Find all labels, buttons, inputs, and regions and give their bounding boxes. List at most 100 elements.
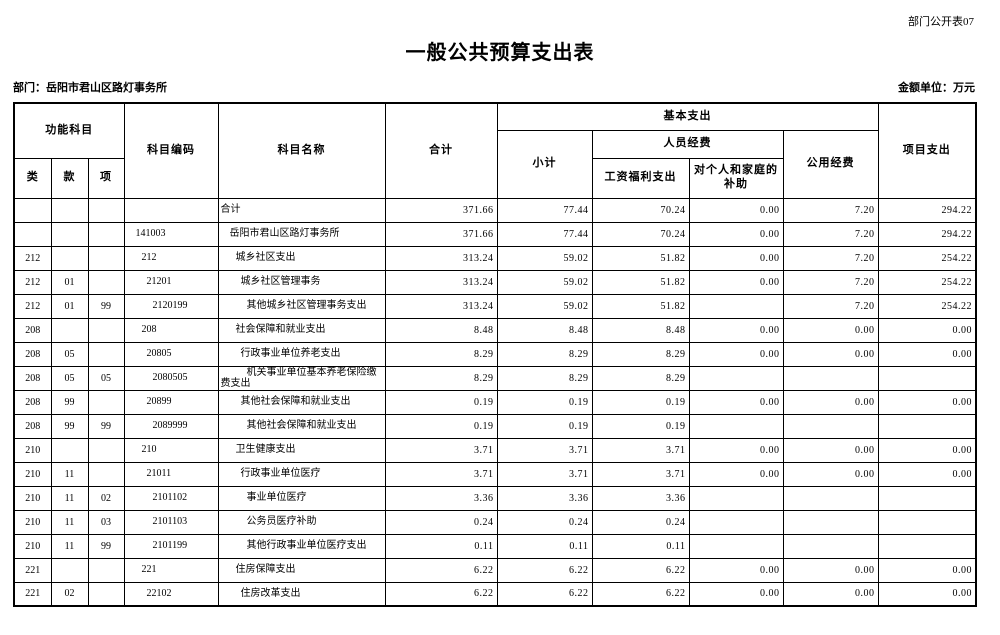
cell-subtotal: 8.29 xyxy=(496,341,593,367)
cell-individual-family-subsidy: 0.00 xyxy=(688,581,784,607)
cell-project-expenditure: 254.22 xyxy=(877,269,977,295)
cell-project-expenditure: 254.22 xyxy=(877,293,977,319)
cell-total: 3.71 xyxy=(384,437,498,463)
cell-salary-welfare: 0.11 xyxy=(591,533,690,559)
cell-salary-welfare: 70.24 xyxy=(591,197,690,223)
cell-total: 8.29 xyxy=(384,365,498,391)
cell-subtotal: 77.44 xyxy=(496,221,593,247)
cell-kuan: 01 xyxy=(50,293,89,319)
cell-individual-family-subsidy: 0.00 xyxy=(688,557,784,583)
cell-total: 371.66 xyxy=(384,221,498,247)
cell-subject-name: 公务员医疗补助 xyxy=(217,509,386,535)
cell-kuan: 99 xyxy=(50,389,89,415)
table-row: 210 210 卫生健康支出 3.71 3.71 3.71 0.00 0.00 … xyxy=(13,437,977,463)
cell-individual-family-subsidy xyxy=(688,533,784,559)
cell-individual-family-subsidy xyxy=(688,485,784,511)
cell-lei: 208 xyxy=(13,413,52,439)
cell-project-expenditure: 0.00 xyxy=(877,581,977,607)
doc-ref: 部门公开表07 xyxy=(908,16,974,28)
cell-public-funds: 0.00 xyxy=(782,581,879,607)
cell-xiang xyxy=(87,269,125,295)
cell-kuan xyxy=(50,437,89,463)
cell-public-funds xyxy=(782,485,879,511)
cell-subtotal: 3.71 xyxy=(496,437,593,463)
cell-individual-family-subsidy: 0.00 xyxy=(688,221,784,247)
cell-individual-family-subsidy xyxy=(688,365,784,391)
cell-subject-name: 其他社会保障和就业支出 xyxy=(217,389,386,415)
cell-lei: 212 xyxy=(13,269,52,295)
cell-subject-code: 2101103 xyxy=(123,509,219,535)
cell-individual-family-subsidy: 0.00 xyxy=(688,245,784,271)
cell-xiang xyxy=(87,341,125,367)
cell-subtotal: 59.02 xyxy=(496,269,593,295)
cell-total: 313.24 xyxy=(384,245,498,271)
cell-kuan: 11 xyxy=(50,461,89,487)
cell-subject-name: 住房保障支出 xyxy=(217,557,386,583)
cell-total: 6.22 xyxy=(384,557,498,583)
cell-public-funds xyxy=(782,533,879,559)
cell-project-expenditure: 0.00 xyxy=(877,461,977,487)
table-row: 221 02 22102 住房改革支出 6.22 6.22 6.22 0.00 … xyxy=(13,581,977,607)
cell-salary-welfare: 51.82 xyxy=(591,293,690,319)
cell-individual-family-subsidy: 0.00 xyxy=(688,389,784,415)
cell-total: 371.66 xyxy=(384,197,498,223)
cell-salary-welfare: 6.22 xyxy=(591,557,690,583)
cell-subtotal: 59.02 xyxy=(496,293,593,319)
cell-xiang xyxy=(87,317,125,343)
cell-lei: 210 xyxy=(13,533,52,559)
cell-xiang: 99 xyxy=(87,533,125,559)
cell-lei xyxy=(13,221,52,247)
cell-total: 0.11 xyxy=(384,533,498,559)
cell-subject-name: 城乡社区支出 xyxy=(217,245,386,271)
cell-subject-code: 212 xyxy=(123,245,219,271)
cell-lei: 210 xyxy=(13,437,52,463)
cell-subject-code: 20805 xyxy=(123,341,219,367)
cell-subject-code: 2101102 xyxy=(123,485,219,511)
cell-subject-code: 2080505 xyxy=(123,365,219,391)
cell-public-funds xyxy=(782,413,879,439)
cell-subtotal: 77.44 xyxy=(496,197,593,223)
meta-row: 部门：岳阳市君山区路灯事务所 金额单位：万元 xyxy=(13,79,975,95)
cell-lei: 221 xyxy=(13,557,52,583)
table-row: 212 212 城乡社区支出 313.24 59.02 51.82 0.00 7… xyxy=(13,245,977,271)
cell-public-funds: 0.00 xyxy=(782,461,879,487)
cell-subtotal: 8.29 xyxy=(496,365,593,391)
cell-individual-family-subsidy: 0.00 xyxy=(688,341,784,367)
cell-subject-code: 2101199 xyxy=(123,533,219,559)
unit-label: 金额单位：万元 xyxy=(898,82,975,94)
table-row: 212 01 99 2120199 其他城乡社区管理事务支出 313.24 59… xyxy=(13,293,977,319)
cell-subtotal: 0.19 xyxy=(496,413,593,439)
cell-lei: 221 xyxy=(13,581,52,607)
page-title: 一般公共预算支出表 xyxy=(405,42,595,64)
cell-kuan: 01 xyxy=(50,269,89,295)
cell-public-funds: 7.20 xyxy=(782,197,879,223)
cell-subject-name: 城乡社区管理事务 xyxy=(217,269,386,295)
cell-subject-name: 合计 xyxy=(217,197,386,223)
cell-subject-code xyxy=(123,197,219,223)
cell-lei xyxy=(13,197,52,223)
cell-kuan: 99 xyxy=(50,413,89,439)
cell-xiang: 03 xyxy=(87,509,125,535)
cell-total: 3.36 xyxy=(384,485,498,511)
header-kuan: 款 xyxy=(50,157,89,199)
cell-kuan xyxy=(50,557,89,583)
table-row: 212 01 21201 城乡社区管理事务 313.24 59.02 51.82… xyxy=(13,269,977,295)
cell-project-expenditure xyxy=(877,533,977,559)
cell-subject-code: 2120199 xyxy=(123,293,219,319)
cell-total: 313.24 xyxy=(384,293,498,319)
header-total: 合计 xyxy=(384,102,498,199)
cell-public-funds: 0.00 xyxy=(782,557,879,583)
cell-lei: 208 xyxy=(13,389,52,415)
header-lei: 类 xyxy=(13,157,52,199)
cell-individual-family-subsidy: 0.00 xyxy=(688,269,784,295)
cell-subject-name: 机关事业单位基本养老保险缴费支出 xyxy=(217,365,386,391)
table-body: 合计 371.66 77.44 70.24 0.00 7.20 294.22 1… xyxy=(13,197,977,607)
cell-individual-family-subsidy xyxy=(688,293,784,319)
cell-salary-welfare: 51.82 xyxy=(591,245,690,271)
cell-subject-code: 21011 xyxy=(123,461,219,487)
cell-lei: 210 xyxy=(13,461,52,487)
cell-subject-code: 22102 xyxy=(123,581,219,607)
cell-xiang: 05 xyxy=(87,365,125,391)
cell-salary-welfare: 3.71 xyxy=(591,437,690,463)
header-project-expenditure: 项目支出 xyxy=(877,102,977,199)
